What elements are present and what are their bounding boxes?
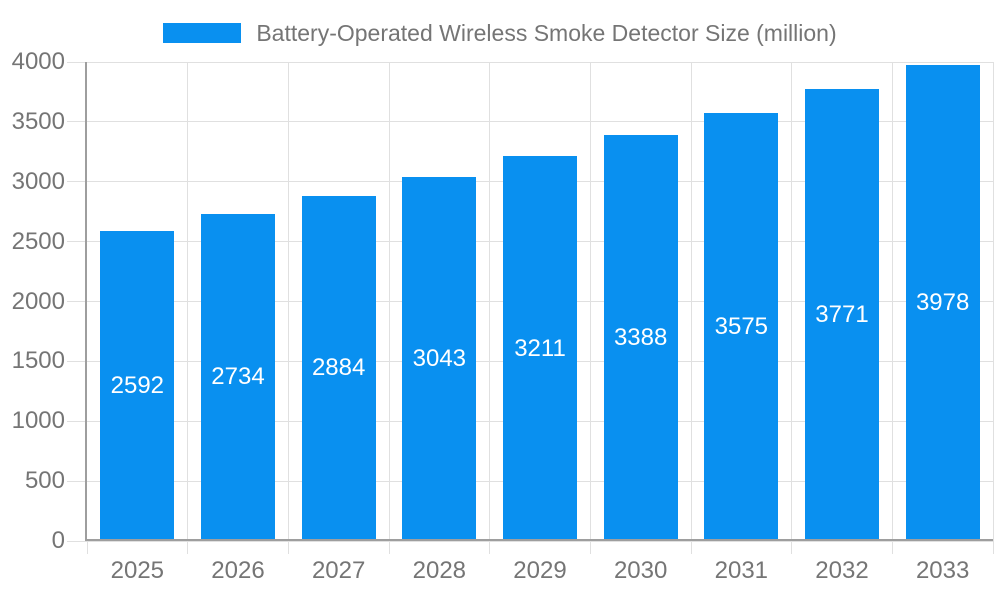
y-tick-label: 3500 (11, 107, 65, 135)
bar[interactable]: 3388 (603, 135, 678, 541)
y-tick-label: 500 (24, 467, 65, 495)
legend-label: Battery-Operated Wireless Smoke Detector… (256, 20, 837, 46)
x-tick (86, 541, 88, 554)
y-tick-label: 4000 (11, 48, 65, 75)
x-tick-label: 2029 (513, 557, 567, 584)
legend-swatch (163, 23, 242, 43)
bar[interactable]: 3771 (805, 89, 879, 541)
bar[interactable]: 3043 (402, 176, 477, 541)
gridline-v (992, 62, 994, 554)
bar-value-label: 3043 (412, 344, 467, 372)
plot-area: 2592 2734 2884 3043 3211 3388 3575 3771 3978 (67, 61, 994, 554)
y-tick-label: 0 (51, 527, 65, 554)
y-axis-line (85, 62, 87, 541)
gridline-v (791, 62, 793, 554)
y-tick-label: 1500 (11, 347, 65, 375)
y-tick-label: 1000 (11, 407, 65, 435)
legend-item[interactable]: Battery-Operated Wireless Smoke Detector… (163, 20, 837, 46)
gridline-v (690, 62, 692, 554)
x-tick-label: 2032 (815, 557, 869, 584)
x-tick-label: 2026 (211, 557, 265, 584)
gridline-v (489, 62, 491, 554)
y-tick-label: 2500 (11, 227, 65, 255)
x-tick-label: 2025 (110, 557, 165, 584)
gridline-h (67, 540, 993, 542)
gridline-v (187, 62, 189, 554)
bar-value-label: 3211 (514, 334, 566, 362)
bar[interactable]: 2884 (301, 195, 376, 541)
gridline-v (589, 62, 591, 554)
gridline-h (67, 121, 993, 123)
bar[interactable]: 3978 (905, 64, 980, 541)
bar-value-label: 3978 (915, 288, 970, 316)
bar-value-label: 2592 (110, 371, 165, 399)
bar-value-label: 3388 (613, 324, 668, 352)
y-tick-label: 2000 (11, 287, 65, 315)
y-tick-label: 3000 (11, 167, 65, 195)
gridline-v (891, 62, 893, 554)
gridline-h (67, 61, 993, 63)
x-tick-label: 2030 (613, 557, 668, 584)
y-axis-labels: 0 500 1000 1500 2000 2500 3000 3500 4000 (0, 48, 65, 554)
bar[interactable]: 2734 (201, 213, 275, 541)
gridline-v (388, 62, 390, 554)
bar-value-label: 2734 (211, 363, 265, 391)
bar-value-label: 3771 (815, 301, 869, 329)
x-tick-label: 2033 (915, 557, 970, 584)
bar-value-label: 2884 (311, 354, 366, 382)
x-tick-label: 2027 (311, 557, 366, 584)
bar[interactable]: 2592 (100, 230, 175, 541)
chart-legend: Battery-Operated Wireless Smoke Detector… (0, 20, 1000, 46)
x-tick-label: 2031 (714, 557, 769, 584)
bar[interactable]: 3575 (704, 112, 779, 541)
bar-value-label: 3575 (714, 312, 769, 340)
x-tick-label: 2028 (412, 557, 467, 584)
bar[interactable]: 3211 (503, 156, 577, 541)
x-axis-line (87, 539, 993, 541)
gridline-v (287, 62, 289, 554)
